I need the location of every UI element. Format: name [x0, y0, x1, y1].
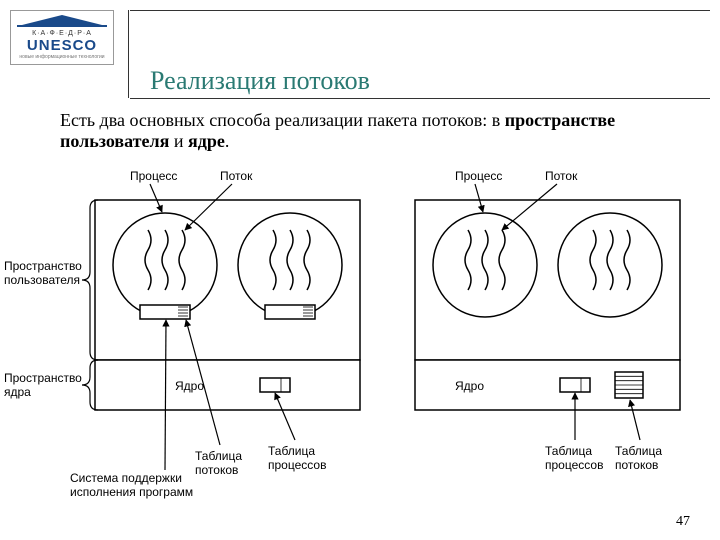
intro-bold2: ядре [188, 131, 225, 151]
svg-text:процессов: процессов [545, 458, 603, 472]
svg-text:пользователя: пользователя [4, 273, 80, 287]
header-rule-bottom [130, 98, 710, 99]
svg-text:Таблица: Таблица [615, 444, 662, 458]
svg-text:Таблица: Таблица [268, 444, 315, 458]
header-rule-left [128, 10, 129, 98]
svg-text:Ядро: Ядро [175, 379, 204, 393]
svg-text:ядра: ядра [4, 385, 31, 399]
svg-text:Ядро: Ядро [455, 379, 484, 393]
unesco-logo: К·А·Ф·Е·Д·Р·А UNESCO новые информационны… [10, 10, 114, 65]
svg-text:Таблица: Таблица [195, 449, 242, 463]
header-rule-top [130, 10, 710, 11]
svg-text:Пространство: Пространство [4, 259, 82, 273]
svg-text:исполнения программ: исполнения программ [70, 485, 193, 499]
svg-text:процессов: процессов [268, 458, 326, 472]
svg-text:Поток: Поток [220, 169, 253, 183]
svg-text:Процесс: Процесс [455, 169, 502, 183]
svg-text:потоков: потоков [195, 463, 238, 477]
page-title: Реализация потоков [150, 66, 370, 96]
svg-text:потоков: потоков [615, 458, 658, 472]
svg-text:Система поддержки: Система поддержки [70, 471, 182, 485]
svg-text:Пространство: Пространство [4, 371, 82, 385]
svg-text:Поток: Поток [545, 169, 578, 183]
svg-text:Таблица: Таблица [545, 444, 592, 458]
logo-line1: К·А·Ф·Е·Д·Р·А [17, 30, 107, 37]
logo-line3: новые информационные технологии [17, 54, 107, 60]
intro-pre: Есть два основных способа реализации пак… [60, 110, 505, 130]
intro-post: . [225, 131, 230, 151]
intro-mid: и [169, 131, 188, 151]
logo-line2: UNESCO [17, 37, 107, 54]
threads-diagram: Ядро Процесс Поток Система поддержкиисполне… [0, 160, 720, 520]
svg-text:Процесс: Процесс [130, 169, 177, 183]
intro-paragraph: Есть два основных способа реализации пак… [60, 110, 690, 152]
page-number: 47 [676, 514, 690, 530]
